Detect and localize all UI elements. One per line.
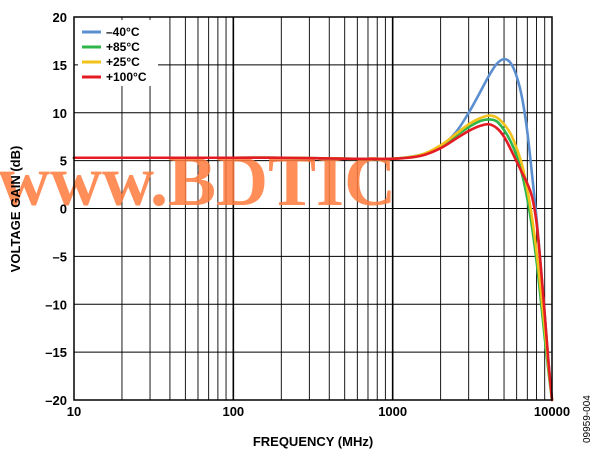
x-axis-title: FREQUENCY (MHz) <box>253 434 373 449</box>
watermark-layer: www.BDTIC <box>0 141 396 221</box>
y-axis-title: VOLTAGE GAIN (dB) <box>8 146 23 273</box>
x-tick-label: 10000 <box>534 404 570 419</box>
x-tick-label: 100 <box>222 404 244 419</box>
y-tick-label: –10 <box>45 297 67 312</box>
watermark: www.BDTIC <box>0 141 396 221</box>
plot-frame <box>73 16 553 401</box>
figure-id: 09959-004 <box>582 395 593 443</box>
legend: –40°C+85°C+25°C+100°C <box>78 20 158 86</box>
y-tick-label: 5 <box>60 154 67 169</box>
series-line-4 <box>72 122 554 402</box>
y-tick-label: 20 <box>53 10 67 25</box>
y-tick-labels: 20 15 10 5 0 –5 –10 –15 –20 <box>45 10 67 408</box>
legend-label: +25°C <box>106 55 140 69</box>
y-tick-label: 10 <box>53 106 67 121</box>
legend-label: –40°C <box>106 25 140 39</box>
legend-label: +85°C <box>106 40 140 54</box>
y-tick-label: –5 <box>53 249 67 264</box>
x-tick-label: 10 <box>67 404 81 419</box>
legend-label: +100°C <box>106 70 147 84</box>
y-tick-label: –15 <box>45 345 67 360</box>
x-tick-labels: 10 100 1000 10000 <box>67 404 570 419</box>
y-tick-label: 15 <box>53 58 67 73</box>
series-layer <box>72 57 554 402</box>
y-tick-label: –20 <box>45 393 67 408</box>
series-line-1 <box>72 57 554 402</box>
y-tick-label: 0 <box>60 202 67 217</box>
x-tick-label: 1000 <box>378 404 407 419</box>
